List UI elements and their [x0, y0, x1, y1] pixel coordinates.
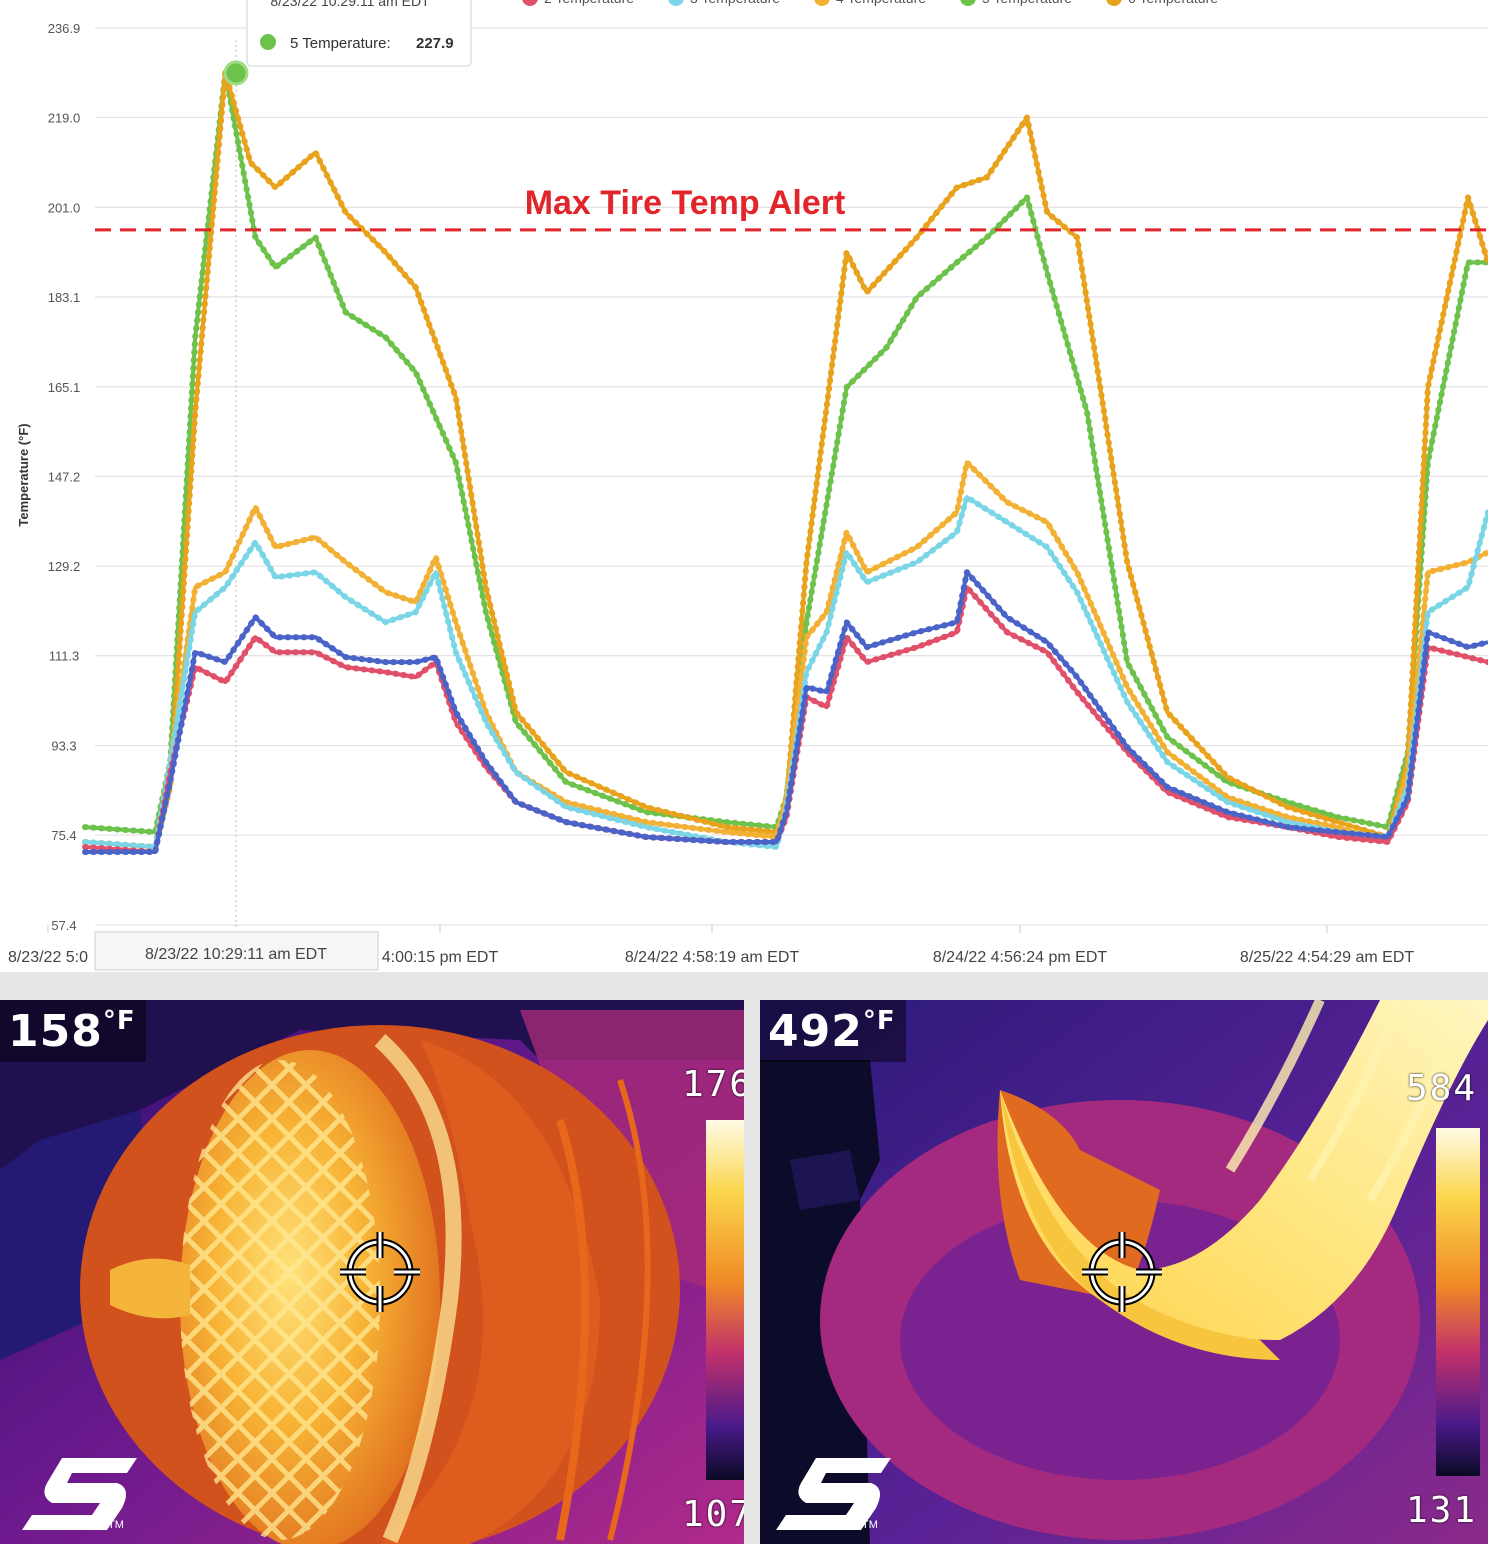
legend-marker	[1106, 0, 1122, 6]
legend-label[interactable]: 4 Temperature	[836, 0, 926, 6]
thermal-scene-brake: TM	[760, 1000, 1488, 1544]
y-tick-label: 111.3	[49, 649, 80, 664]
legend-label[interactable]: 5 Temperature	[982, 0, 1072, 6]
temperature-chart-panel: 236.9 219.0 201.0 183.1 165.1 147.2 129.2 111.3…	[0, 0, 1488, 972]
tooltip-marker	[260, 34, 276, 50]
tooltip-header: 8/23/22 10:29:11 am EDT	[270, 0, 430, 9]
legend-marker	[814, 0, 830, 6]
x-tick-label: 4:00:15 pm EDT	[382, 949, 499, 966]
y-tick-label: 75.4	[51, 828, 76, 843]
scale-max-label: 584	[1406, 1068, 1478, 1109]
thermal-image-tire: TM 158°F 176 107	[0, 1000, 744, 1544]
x-tick-label: 8/23/22 5:0	[8, 949, 88, 966]
chart-series	[82, 69, 1488, 855]
legend-marker	[522, 0, 538, 6]
y-tick-label: 129.2	[48, 559, 81, 574]
scale-min-label: 107	[682, 1494, 744, 1535]
temperature-value: 492	[768, 1006, 863, 1057]
tooltip-series: 5 Temperature:	[290, 35, 391, 52]
snap-on-logo-icon: TM	[776, 1458, 891, 1531]
tooltip-box	[246, 0, 472, 67]
y-tick-label: 93.3	[51, 739, 76, 754]
x-tick-label: 8/24/22 4:58:19 am EDT	[625, 949, 800, 966]
temperature-scale-bar	[1436, 1128, 1480, 1476]
y-tick-label: 219.0	[48, 110, 81, 125]
legend-label[interactable]: 6 Temperature	[1128, 0, 1218, 6]
y-tick-label: 57.4	[51, 918, 76, 933]
x-tick-label: 8/24/22 4:56:24 pm EDT	[933, 949, 1108, 966]
y-tick-label: 201.0	[48, 200, 81, 215]
temperature-line-chart: 236.9 219.0 201.0 183.1 165.1 147.2 129.2 111.3…	[8, 0, 1488, 971]
thermal-scene-tire: TM	[0, 1000, 744, 1544]
legend-marker	[960, 0, 976, 6]
temperature-readout: 158°F	[0, 1000, 146, 1062]
tooltip-value: 227.9	[416, 35, 454, 52]
temperature-readout: 492°F	[760, 1000, 906, 1062]
alert-label: Max Tire Temp Alert	[525, 184, 846, 222]
scale-max-label: 176	[682, 1064, 744, 1105]
hover-point	[223, 60, 249, 86]
x-tick-label: 8/25/22 4:54:29 am EDT	[1240, 949, 1415, 966]
temperature-scale-bar	[706, 1120, 744, 1480]
y-axis-ticks: 236.9 219.0 201.0 183.1 165.1 147.2 129.2 111.3…	[48, 21, 81, 933]
crosshair-icon	[340, 1232, 420, 1312]
chart-legend[interactable]: 2 Temperature 3 Temperature 4 Temperature 5…	[522, 0, 1218, 6]
series-line-core	[85, 570, 1488, 854]
x-axis-ticks: 8/23/22 5:0 4:00:15 pm EDT 8/24/22 4:58:19…	[8, 925, 1414, 966]
x-cursor-label: 8/23/22 10:29:11 am EDT	[145, 946, 327, 963]
y-tick-label: 147.2	[48, 469, 81, 484]
series-line-core	[84, 70, 1488, 849]
svg-text:TM: TM	[862, 1519, 878, 1531]
y-axis-label: Temperature (°F)	[16, 423, 31, 526]
temperature-unit: °F	[102, 1006, 136, 1036]
thermal-image-brake: TM 492°F 584 131	[760, 1000, 1488, 1544]
crosshair-icon	[1082, 1232, 1162, 1312]
legend-marker	[668, 0, 684, 6]
x-cursor-flag: 8/23/22 10:29:11 am EDT	[94, 931, 379, 971]
scale-min-label: 131	[1406, 1490, 1478, 1531]
temperature-unit: °F	[862, 1006, 896, 1036]
y-tick-label: 236.9	[48, 21, 81, 36]
series-line-core	[84, 495, 1488, 849]
legend-label[interactable]: 2 Temperature	[544, 0, 634, 6]
max-temp-alert: Max Tire Temp Alert	[95, 184, 1488, 232]
y-tick-label: 183.1	[48, 290, 81, 305]
y-tick-label: 165.1	[48, 380, 81, 395]
legend-label[interactable]: 3 Temperature	[690, 0, 780, 6]
svg-text:TM: TM	[108, 1519, 124, 1531]
hover-tooltip: 8/23/22 10:29:11 am EDT 5 Temperature: 227…	[223, 0, 472, 86]
series-line-core	[84, 460, 1488, 849]
snap-on-logo-icon: TM	[22, 1458, 137, 1531]
temperature-value: 158	[8, 1006, 103, 1057]
